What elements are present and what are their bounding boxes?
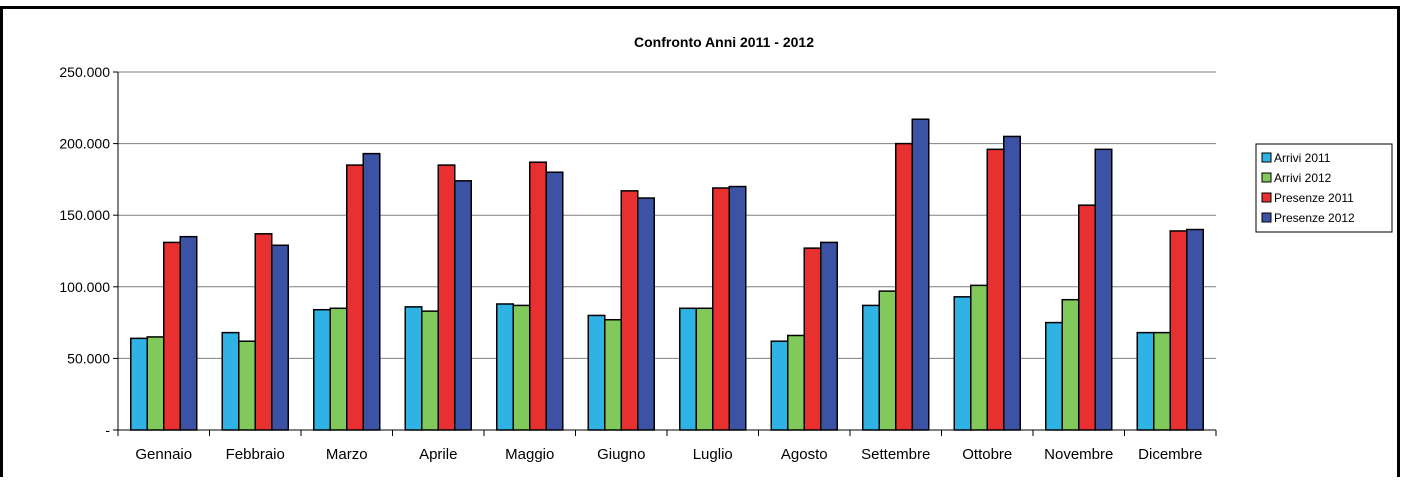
bar-maggio-series-0 bbox=[496, 303, 514, 431]
bar-gennaio-series-1 bbox=[146, 336, 165, 431]
bar-settembre-series-2 bbox=[895, 142, 913, 431]
bar-maggio-series-3 bbox=[545, 171, 564, 431]
bar-febbraio-series-0 bbox=[221, 331, 240, 431]
bar-ottobre-series-0 bbox=[953, 296, 972, 431]
bar-marzo-series-2 bbox=[346, 164, 364, 431]
bar-maggio-series-1 bbox=[512, 304, 531, 431]
x-tick-label: Novembre bbox=[1044, 446, 1113, 463]
y-tick-label: 250.000 bbox=[59, 64, 110, 80]
gridlines bbox=[118, 71, 1216, 359]
bar-luglio-series-2 bbox=[712, 187, 730, 431]
y-tick-label: - bbox=[105, 422, 110, 438]
bar-febbraio-series-1 bbox=[238, 340, 256, 431]
legend-swatch bbox=[1261, 172, 1272, 183]
x-tick-label: Settembre bbox=[861, 446, 930, 463]
bar-febbraio-series-3 bbox=[271, 244, 289, 431]
y-tick-label: 100.000 bbox=[59, 279, 110, 295]
y-tick-label: 50.000 bbox=[67, 350, 110, 366]
bar-giugno-series-0 bbox=[587, 314, 606, 431]
y-tick-label: 200.000 bbox=[59, 136, 110, 152]
x-tick-label: Febbraio bbox=[226, 446, 285, 463]
bar-giugno-series-1 bbox=[604, 318, 622, 431]
x-tick-label: Luglio bbox=[693, 446, 733, 463]
bar-agosto-series-0 bbox=[770, 340, 789, 431]
bar-aprile-series-2 bbox=[437, 164, 456, 431]
legend: Arrivi 2011 Arrivi 2012 Presenze 2011 Prese… bbox=[1255, 143, 1393, 233]
legend-label: Presenze 2012 bbox=[1274, 211, 1355, 225]
bar-luglio-series-1 bbox=[695, 307, 714, 431]
bar-ottobre-series-2 bbox=[986, 148, 1005, 431]
bar-giugno-series-3 bbox=[637, 197, 655, 431]
bar-giugno-series-2 bbox=[620, 190, 639, 431]
bar-aprile-series-0 bbox=[404, 306, 423, 431]
bar-dicembre-series-1 bbox=[1153, 331, 1171, 431]
bar-marzo-series-1 bbox=[329, 307, 348, 431]
bar-gennaio-series-3 bbox=[179, 235, 198, 431]
x-tick-label: Aprile bbox=[419, 446, 457, 463]
bar-agosto-series-3 bbox=[820, 241, 838, 431]
bar-dicembre-series-0 bbox=[1136, 331, 1155, 431]
legend-swatch bbox=[1261, 152, 1272, 163]
bar-dicembre-series-2 bbox=[1169, 230, 1188, 431]
chart-title: Confronto Anni 2011 - 2012 bbox=[634, 34, 814, 50]
bar-agosto-series-2 bbox=[803, 247, 822, 431]
bar-ottobre-series-3 bbox=[1003, 135, 1021, 431]
bar-marzo-series-0 bbox=[313, 308, 331, 431]
bar-settembre-series-3 bbox=[911, 118, 930, 431]
legend-label: Arrivi 2012 bbox=[1274, 171, 1332, 185]
x-tick-label: Ottobre bbox=[962, 446, 1012, 463]
legend-box bbox=[1255, 143, 1393, 233]
bar-novembre-series-3 bbox=[1094, 148, 1113, 431]
bar-novembre-series-0 bbox=[1045, 321, 1063, 431]
x-tick-label: Maggio bbox=[505, 446, 554, 463]
x-tick-label: Marzo bbox=[326, 446, 368, 463]
x-tick-label: Dicembre bbox=[1138, 446, 1202, 463]
legend-label: Arrivi 2011 bbox=[1274, 151, 1331, 165]
bar-dicembre-series-3 bbox=[1186, 228, 1204, 431]
bar-novembre-series-1 bbox=[1061, 298, 1080, 431]
bar-settembre-series-0 bbox=[862, 304, 880, 431]
bar-gennaio-series-2 bbox=[163, 241, 181, 431]
bar-ottobre-series-1 bbox=[970, 284, 988, 431]
x-tick-label: Giugno bbox=[597, 446, 645, 463]
bar-luglio-series-0 bbox=[679, 307, 697, 431]
legend-swatch bbox=[1261, 192, 1272, 203]
y-tick-label: 150.000 bbox=[59, 207, 110, 223]
bar-aprile-series-3 bbox=[454, 180, 472, 431]
bar-agosto-series-1 bbox=[787, 334, 805, 431]
x-tick-label: Gennaio bbox=[135, 446, 192, 463]
legend-swatch bbox=[1261, 212, 1272, 223]
bar-luglio-series-3 bbox=[728, 185, 747, 431]
bar-febbraio-series-2 bbox=[254, 233, 273, 431]
bar-gennaio-series-0 bbox=[130, 337, 148, 431]
bar-maggio-series-2 bbox=[529, 161, 547, 431]
legend-label: Presenze 2011 bbox=[1274, 191, 1354, 205]
x-tick-label: Agosto bbox=[781, 446, 828, 463]
bar-settembre-series-1 bbox=[878, 290, 897, 431]
bar-aprile-series-1 bbox=[421, 310, 439, 431]
bar-marzo-series-3 bbox=[362, 152, 381, 431]
bar-novembre-series-2 bbox=[1078, 204, 1096, 431]
axes: - 50.000 100.000 150.000 200.000 250.000 Genna… bbox=[59, 64, 1217, 463]
